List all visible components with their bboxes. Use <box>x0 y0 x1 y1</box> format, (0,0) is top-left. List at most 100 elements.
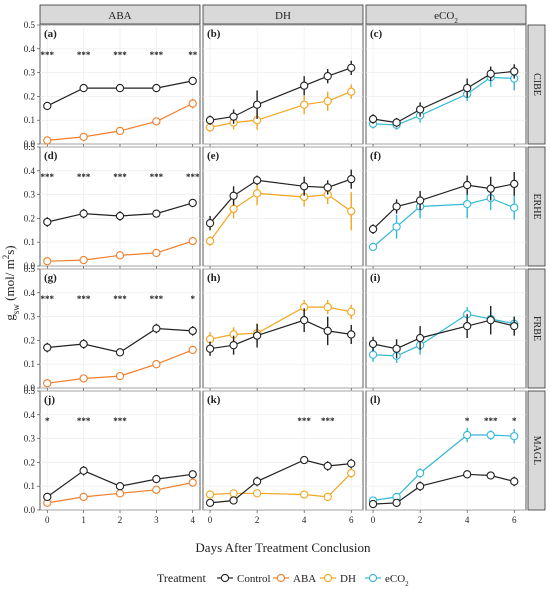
data-point <box>392 344 401 353</box>
column-strip-aba <box>39 4 201 25</box>
data-point <box>463 321 472 331</box>
significance-marker: *** <box>77 416 91 426</box>
legend-item-label: eCO2 <box>385 573 409 588</box>
panel-label: (j) <box>44 394 55 406</box>
column-strip-dh <box>202 4 364 25</box>
panel-label: (f) <box>370 150 381 162</box>
data-point <box>347 174 356 184</box>
data-point <box>300 455 309 465</box>
data-point <box>229 191 238 200</box>
data-point <box>43 492 52 502</box>
data-point <box>115 489 125 498</box>
panel-e: (e) <box>202 146 364 269</box>
series-control <box>368 64 519 128</box>
panel-label: (b) <box>207 28 221 40</box>
significance-marker: *** <box>41 50 55 60</box>
y-axis-title-main: g <box>2 314 17 321</box>
data-point <box>463 199 472 209</box>
data-point <box>205 498 215 508</box>
significance-marker: *** <box>77 172 91 182</box>
data-point <box>463 470 472 479</box>
data-point <box>323 461 332 471</box>
data-point <box>115 211 125 221</box>
data-point <box>415 468 425 478</box>
data-point <box>188 99 197 108</box>
data-point <box>368 242 378 252</box>
y-tick-label: 0.3 <box>24 312 36 322</box>
y-tick-label: 0.4 <box>24 166 36 176</box>
panel-background <box>202 390 364 511</box>
x-tick-label: 6 <box>349 515 354 525</box>
panel-background <box>202 24 364 145</box>
data-point <box>510 321 519 331</box>
legend-item-label: DH <box>340 573 356 585</box>
data-point <box>323 97 332 106</box>
row-strip-label: MAGL <box>531 436 542 465</box>
data-point <box>323 72 332 81</box>
legend-key-point <box>276 573 286 583</box>
panel-background <box>202 146 364 267</box>
data-point <box>415 105 425 114</box>
data-point <box>43 136 52 145</box>
data-point <box>188 198 197 208</box>
series-aba <box>43 236 197 266</box>
y-tick-label: 0.5 <box>24 20 36 30</box>
column-strip-label: eCO2 <box>434 10 458 25</box>
data-point <box>368 114 378 124</box>
significance-marker: *** <box>150 50 164 60</box>
data-point <box>205 344 215 353</box>
panel-label: (l) <box>370 394 381 406</box>
significance-marker: * <box>465 416 470 426</box>
data-point <box>152 83 161 93</box>
data-point <box>392 498 401 508</box>
data-point <box>205 116 215 125</box>
y-tick-label: 0.4 <box>24 44 36 54</box>
data-point <box>229 204 238 214</box>
data-point <box>368 224 378 234</box>
y-tick-label: 0.2 <box>24 457 35 467</box>
legend-title: Treatment <box>157 571 207 585</box>
y-tick-label: 0.1 <box>24 115 35 125</box>
legend-item-aba: ABA <box>273 573 316 585</box>
y-tick-label: 0.3 <box>24 434 36 444</box>
data-point <box>323 183 332 192</box>
panel-label: (c) <box>370 28 383 40</box>
significance-marker: *** <box>150 172 164 182</box>
legend-key-point <box>368 573 378 583</box>
data-point <box>300 316 309 325</box>
y-tick-label: 0.1 <box>24 359 35 369</box>
y-tick-label: 0.2 <box>24 213 35 223</box>
row-strip-frbe <box>527 268 546 389</box>
data-point <box>152 474 161 484</box>
panel-background <box>365 146 527 267</box>
data-point <box>115 83 125 93</box>
panel-i: (i) <box>365 268 527 391</box>
legend-item-control: Control <box>217 573 271 585</box>
series-control <box>43 465 197 502</box>
data-point <box>510 432 519 441</box>
data-point <box>115 371 125 381</box>
data-point <box>486 430 495 440</box>
data-point <box>300 81 309 90</box>
data-point <box>152 248 161 258</box>
x-tick-label: 6 <box>512 515 517 525</box>
data-point <box>347 459 356 468</box>
x-tick-label: 2 <box>118 515 123 525</box>
y-axis-title: gsw (mol/ m2s) <box>1 245 21 320</box>
y-axis-title-sub: sw <box>11 304 21 315</box>
svg-text:gsw (mol/ m2s): gsw (mol/ m2s) <box>1 245 21 320</box>
data-point <box>463 180 472 190</box>
significance-marker: *** <box>297 416 311 426</box>
data-point <box>188 236 197 246</box>
x-tick-label: 0 <box>45 515 50 525</box>
data-point <box>205 490 215 499</box>
data-point <box>510 179 519 189</box>
panel-a: 0.00.10.20.30.40.5(a)*** *** *** *** ** <box>24 20 201 149</box>
significance-marker: *** <box>77 294 91 304</box>
data-point <box>415 196 425 205</box>
series-control <box>43 198 197 227</box>
y-tick-label: 0.3 <box>24 68 36 78</box>
y-tick-label: 0.2 <box>24 91 35 101</box>
data-point <box>188 76 197 86</box>
series-eco2 <box>368 427 519 505</box>
